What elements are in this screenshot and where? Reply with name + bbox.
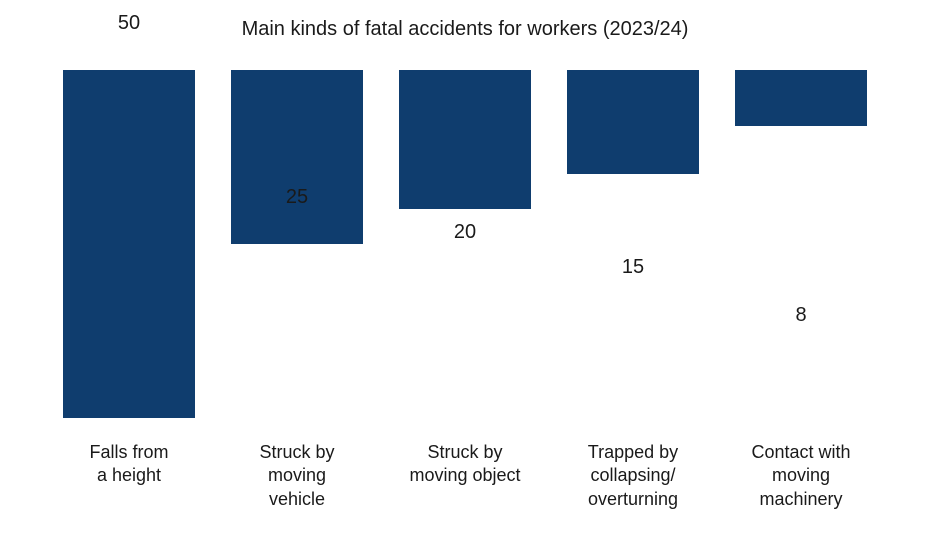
value-label: 8 [717,304,885,333]
category-labels: Falls from a height Struck by moving veh… [45,433,885,533]
bar-col: 25 [213,70,381,418]
category-label: Falls from a height [45,433,213,533]
bar [63,70,194,418]
bar [735,70,866,126]
bar-col: 8 [717,70,885,418]
bar-col: 15 [549,70,717,418]
value-label: 50 [45,12,213,41]
chart-container: Main kinds of fatal accidents for worker… [0,0,930,533]
category-label: Contact with moving machinery [717,433,885,533]
bar [231,70,362,244]
value-label: 15 [549,256,717,285]
bar-col: 20 [381,70,549,418]
category-label: Struck by moving vehicle [213,433,381,533]
category-label: Trapped by collapsing/ overturning [549,433,717,533]
value-label: 20 [381,221,549,250]
bar [567,70,698,174]
plot-area: 50 25 20 15 8 [45,70,885,418]
value-label: 25 [213,186,381,215]
bar-col: 50 [45,70,213,418]
bar [399,70,530,209]
category-label: Struck by moving object [381,433,549,533]
